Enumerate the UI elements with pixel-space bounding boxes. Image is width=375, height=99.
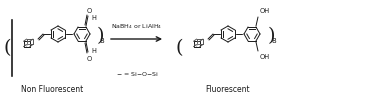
Text: Non Fluorescent: Non Fluorescent [21, 85, 83, 93]
Text: 8: 8 [271, 38, 276, 44]
Text: ): ) [268, 27, 276, 45]
Text: OH: OH [260, 54, 270, 60]
Text: Fluorescent: Fluorescent [206, 85, 251, 93]
Text: OH: OH [260, 8, 270, 14]
Text: H: H [91, 48, 96, 54]
Text: ): ) [97, 27, 105, 45]
Text: NaBH$_4$ or LiAlH$_4$: NaBH$_4$ or LiAlH$_4$ [111, 22, 162, 31]
Text: 8: 8 [100, 38, 105, 44]
Text: H: H [91, 15, 96, 21]
Text: (: ( [176, 39, 183, 57]
Text: (: ( [3, 39, 11, 57]
Text: $-$ = Si$-$O$-$Si: $-$ = Si$-$O$-$Si [116, 70, 158, 78]
Text: O: O [86, 8, 92, 14]
Text: O: O [86, 56, 92, 62]
